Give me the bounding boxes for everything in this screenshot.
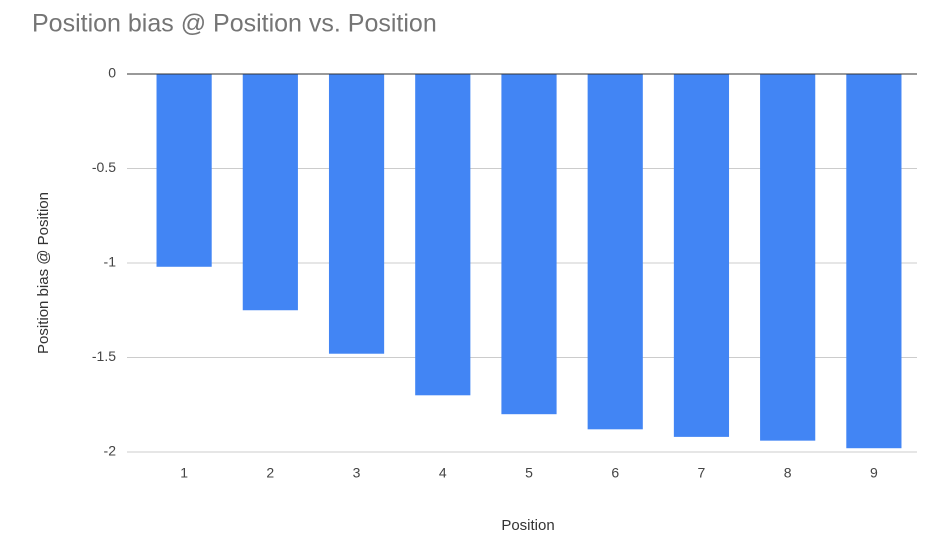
x-tick-label: 2 bbox=[266, 465, 274, 481]
y-tick-label: -1.5 bbox=[92, 348, 116, 364]
bar bbox=[156, 74, 212, 267]
x-tick-label: 4 bbox=[439, 465, 447, 481]
bar bbox=[242, 74, 298, 311]
x-tick-label: 9 bbox=[870, 465, 878, 481]
bar bbox=[501, 74, 557, 415]
bar bbox=[846, 74, 902, 449]
x-tick-label: 6 bbox=[611, 465, 619, 481]
y-tick-label: 0 bbox=[108, 65, 116, 81]
bar bbox=[760, 74, 816, 441]
x-axis-label: Position bbox=[501, 517, 554, 534]
x-tick-label: 7 bbox=[698, 465, 706, 481]
x-tick-label: 8 bbox=[784, 465, 792, 481]
chart-title: Position bias @ Position vs. Position bbox=[32, 10, 437, 38]
bar bbox=[587, 74, 643, 430]
x-tick-label: 3 bbox=[353, 465, 361, 481]
y-tick-label: -0.5 bbox=[92, 159, 116, 175]
bar bbox=[673, 74, 730, 437]
bar bbox=[328, 74, 385, 354]
y-tick-label: -1 bbox=[104, 254, 117, 270]
y-tick-label: -2 bbox=[104, 443, 117, 459]
y-axis-label: Position bias @ Position bbox=[35, 192, 52, 354]
bar bbox=[415, 74, 471, 396]
x-tick-label: 1 bbox=[180, 465, 188, 481]
x-tick-label: 5 bbox=[525, 465, 533, 481]
